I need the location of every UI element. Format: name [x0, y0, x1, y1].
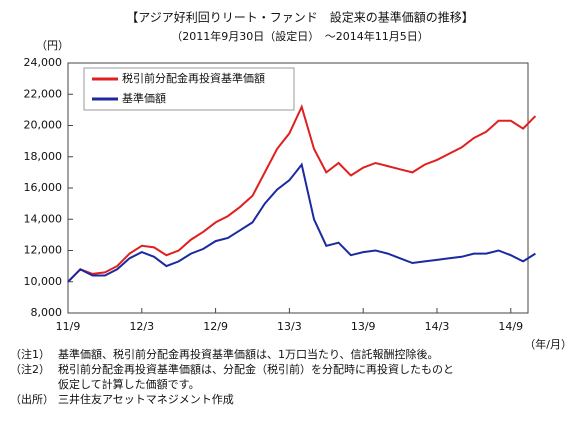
note-text: 税引前分配金再投資基準価額は、分配金（税引前）を分配時に再投資したものと: [58, 362, 454, 376]
y-tick-label: 18,000: [24, 150, 63, 163]
x-tick-label: 11/9: [56, 320, 81, 333]
y-tick-label: 22,000: [24, 87, 63, 100]
chart-subtitle: （2011年9月30日（設定日） ～2014年11月5日）: [171, 29, 428, 43]
y-tick-label: 8,000: [31, 306, 63, 319]
y-tick-label: 10,000: [24, 275, 63, 288]
y-tick-label: 24,000: [24, 56, 63, 69]
x-tick-label: 14/3: [425, 320, 450, 333]
legend-label: 基準価額: [122, 91, 166, 105]
x-unit: （年/月）: [524, 337, 572, 351]
note-text: 基準価額、税引前分配金再投資基準価額は、1万口当たり、信託報酬控除後。: [58, 347, 439, 361]
note-mark: （注2）: [10, 362, 50, 376]
x-tick-label: 13/3: [277, 320, 302, 333]
x-tick-label: 14/9: [498, 320, 523, 333]
series-line: [67, 103, 537, 283]
y-tick-label: 12,000: [24, 244, 63, 257]
note-mark: （注1）: [10, 347, 50, 361]
x-tick-label: 12/9: [203, 320, 228, 333]
y-tick-label: 20,000: [24, 119, 63, 132]
y-tick-label: 14,000: [24, 212, 63, 225]
chart-title: 【アジア好利回りリート・ファンド 設定来の基準価額の推移】: [126, 10, 474, 25]
series-line: [67, 162, 536, 283]
note-text: 三井住友アセットマネジメント作成: [58, 392, 234, 406]
x-tick-label: 12/3: [129, 320, 154, 333]
legend-label: 税引前分配金再投資基準価額: [122, 71, 265, 85]
note-text: 仮定して計算した価額です。: [58, 377, 200, 391]
legend-box: [83, 67, 295, 111]
note-mark: （出所）: [10, 392, 54, 406]
y-tick-label: 16,000: [24, 181, 63, 194]
y-unit: （円）: [36, 39, 69, 52]
x-tick-label: 13/9: [351, 320, 376, 333]
